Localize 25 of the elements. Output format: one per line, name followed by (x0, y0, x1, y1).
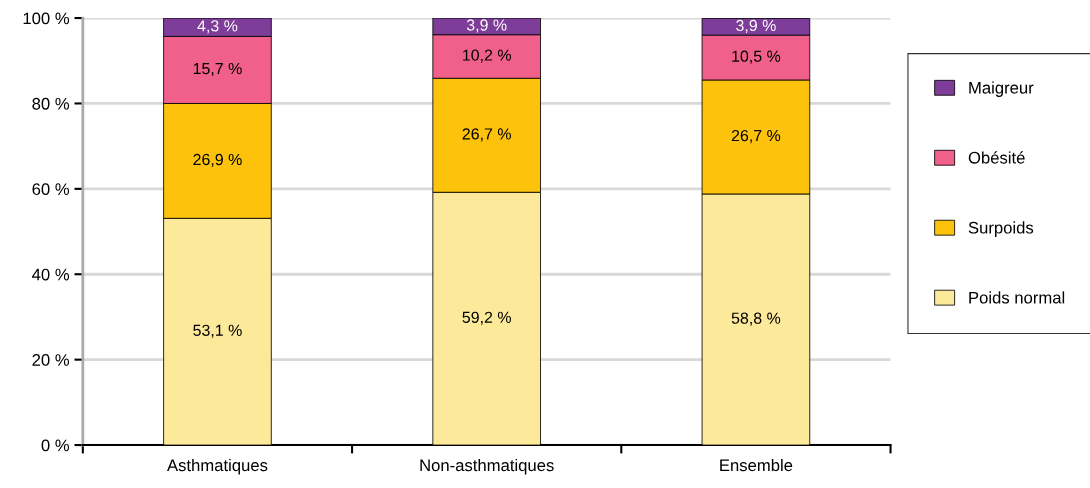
data-label: 26,7 % (462, 128, 511, 142)
data-label: 58,8 % (731, 312, 781, 326)
data-label: 26,9 % (193, 153, 242, 168)
data-label: 26,7 % (731, 129, 781, 144)
y-tick-label: 0 % (41, 439, 70, 452)
x-tick-label: Asthmatiques (167, 458, 268, 475)
y-tick-label: 80 % (32, 97, 70, 110)
y-tick-label: 60 % (32, 183, 70, 196)
data-label: 15,7 % (193, 62, 242, 77)
legend-label: Obésité (968, 151, 1025, 164)
data-label: 3,9 % (736, 19, 776, 33)
data-label: 10,5 % (732, 50, 781, 64)
y-tick-label: 20 % (32, 354, 70, 366)
data-label: 4,3 % (197, 20, 238, 34)
data-label: 10,2 % (463, 49, 511, 63)
data-label: 53,1 % (193, 324, 242, 338)
legend-label: Poids normal (969, 291, 1065, 304)
legend-label: Surpoids (968, 221, 1034, 237)
y-tick-label: 40 % (32, 268, 70, 281)
y-tick-label: 100 % (23, 12, 70, 25)
x-tick-label: Ensemble (720, 458, 793, 472)
data-label: 3,9 % (466, 19, 507, 33)
x-tick-label: Non-asthmatiques (420, 458, 554, 475)
legend-label: Maigreur (969, 81, 1034, 97)
data-label: 59,2 % (462, 311, 511, 325)
